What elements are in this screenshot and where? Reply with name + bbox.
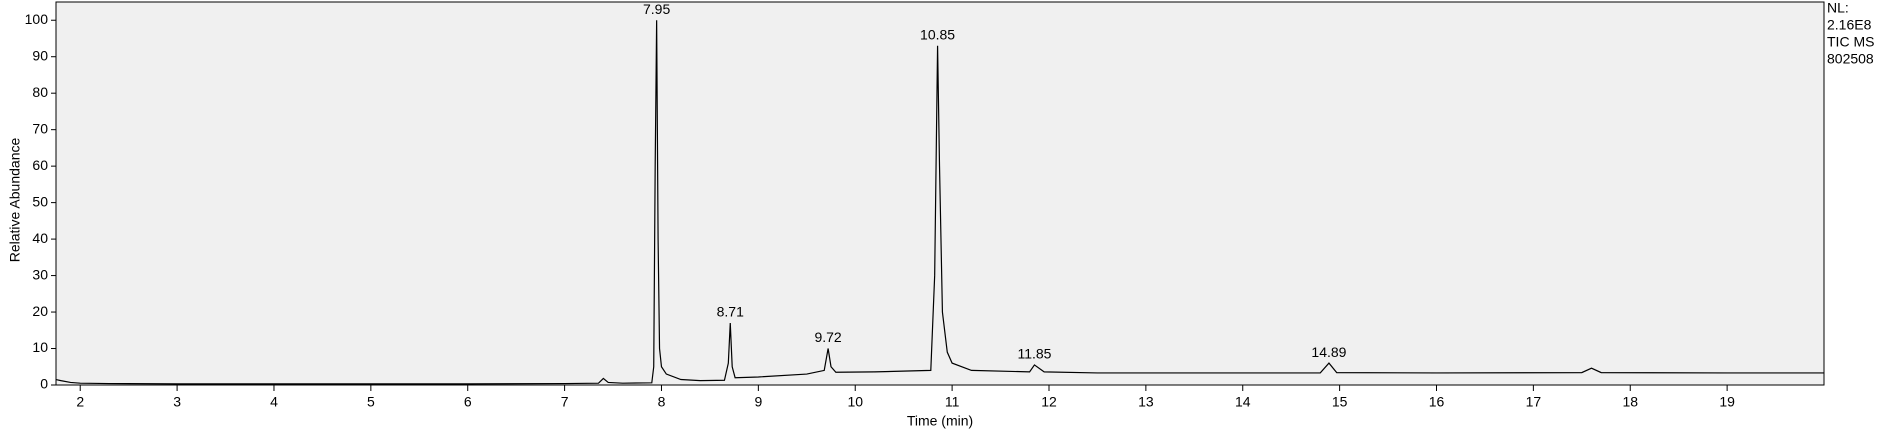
y-tick-label: 100 — [25, 11, 49, 27]
y-tick-label: 90 — [32, 47, 48, 63]
y-tick-label: 50 — [32, 193, 48, 209]
x-tick-label: 13 — [1138, 394, 1154, 410]
peak-label: 9.72 — [814, 329, 841, 345]
y-tick-label: 60 — [32, 157, 48, 173]
x-tick-label: 7 — [561, 394, 569, 410]
y-tick-label: 20 — [32, 303, 48, 319]
trace — [55, 20, 1824, 385]
y-tick-label: 40 — [32, 230, 48, 246]
x-tick-label: 2 — [76, 394, 84, 410]
x-tick-label: 11 — [945, 394, 960, 410]
x-tick-label: 12 — [1041, 394, 1057, 410]
y-tick-label: 10 — [32, 339, 48, 355]
peak-label: 7.95 — [643, 1, 670, 17]
y-tick-label: 70 — [32, 120, 48, 136]
x-tick-label: 14 — [1235, 394, 1251, 410]
peak-label: 10.85 — [920, 26, 955, 42]
peak-label: 11.85 — [1017, 346, 1051, 362]
x-axis-label: Time (min) — [907, 413, 973, 429]
y-axis-label: Relative Abundance — [7, 138, 23, 263]
info-text: 2.16E8 — [1827, 17, 1872, 33]
peak-label: 14.89 — [1311, 344, 1346, 360]
x-tick-label: 5 — [367, 394, 375, 410]
peak-label: 8.71 — [717, 304, 744, 320]
x-tick-label: 9 — [754, 394, 762, 410]
y-tick-label: 80 — [32, 84, 48, 100]
x-tick-label: 18 — [1622, 394, 1638, 410]
info-text: NL: — [1827, 0, 1849, 16]
x-tick-label: 17 — [1526, 394, 1542, 410]
x-tick-label: 6 — [464, 394, 472, 410]
info-text: TIC MS — [1827, 34, 1874, 50]
x-tick-label: 16 — [1429, 394, 1445, 410]
x-tick-label: 15 — [1332, 394, 1348, 410]
x-tick-label: 3 — [173, 394, 181, 410]
y-tick-label: 0 — [40, 376, 48, 392]
x-tick-label: 8 — [658, 394, 666, 410]
x-tick-label: 4 — [270, 394, 278, 410]
info-text: 802508 — [1827, 51, 1874, 67]
x-tick-label: 19 — [1719, 394, 1735, 410]
x-tick-label: 10 — [847, 394, 863, 410]
y-tick-label: 30 — [32, 266, 48, 282]
